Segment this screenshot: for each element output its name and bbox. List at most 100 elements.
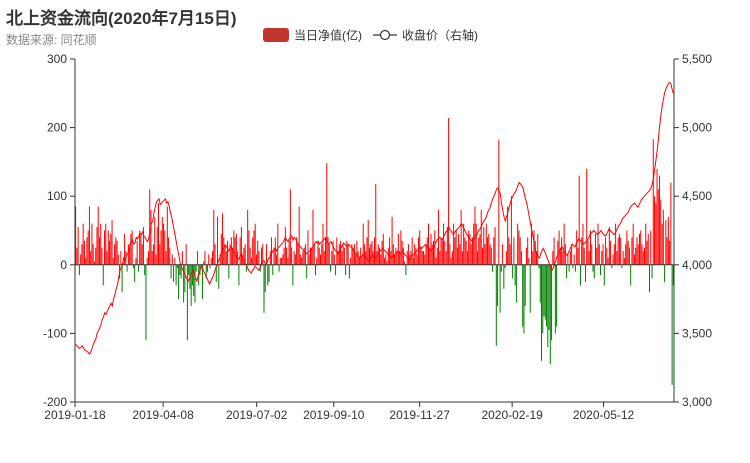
bar[interactable]	[253, 230, 255, 265]
bar[interactable]	[602, 244, 604, 265]
bar[interactable]	[645, 223, 647, 265]
bar[interactable]	[542, 264, 544, 334]
bar[interactable]	[224, 244, 226, 265]
bar[interactable]	[346, 240, 348, 265]
bar[interactable]	[316, 257, 318, 265]
bar[interactable]	[613, 244, 615, 265]
bar[interactable]	[544, 264, 546, 320]
bar[interactable]	[453, 223, 455, 265]
bar[interactable]	[232, 247, 234, 265]
bar[interactable]	[512, 264, 514, 279]
bar[interactable]	[314, 264, 316, 276]
bar[interactable]	[155, 254, 157, 265]
bar[interactable]	[482, 247, 483, 265]
bar[interactable]	[549, 264, 551, 365]
bar[interactable]	[147, 251, 149, 265]
bar[interactable]	[667, 216, 669, 265]
bar[interactable]	[335, 264, 337, 276]
bar[interactable]	[464, 237, 466, 265]
bar[interactable]	[589, 230, 591, 265]
bar[interactable]	[291, 247, 293, 265]
bar[interactable]	[470, 244, 472, 265]
bar[interactable]	[522, 264, 524, 327]
bar[interactable]	[374, 237, 375, 265]
bar[interactable]	[543, 264, 545, 317]
bar[interactable]	[343, 247, 345, 265]
bar[interactable]	[81, 244, 83, 265]
bar[interactable]	[357, 251, 359, 265]
bar[interactable]	[621, 264, 623, 269]
bar[interactable]	[539, 264, 541, 303]
bar[interactable]	[518, 230, 520, 265]
bar[interactable]	[340, 240, 342, 265]
bar[interactable]	[488, 233, 490, 265]
bar[interactable]	[441, 240, 443, 265]
bar[interactable]	[210, 257, 212, 265]
bar[interactable]	[130, 233, 132, 265]
bar[interactable]	[165, 251, 167, 265]
bar[interactable]	[158, 203, 160, 265]
bar[interactable]	[380, 254, 382, 265]
bar[interactable]	[149, 189, 151, 265]
bar[interactable]	[608, 227, 610, 265]
bar[interactable]	[440, 237, 442, 265]
bar[interactable]	[273, 247, 275, 265]
bar[interactable]	[238, 264, 240, 286]
bar[interactable]	[156, 227, 158, 265]
bar[interactable]	[294, 254, 296, 265]
bar[interactable]	[355, 254, 357, 265]
bar[interactable]	[80, 254, 82, 265]
bar[interactable]	[625, 244, 627, 265]
legend-bar-label[interactable]: 当日净值(亿)	[294, 28, 362, 43]
bar[interactable]	[297, 244, 299, 265]
bar[interactable]	[591, 244, 593, 265]
bar[interactable]	[428, 223, 429, 265]
bar[interactable]	[573, 254, 575, 265]
bar[interactable]	[296, 237, 298, 265]
bar[interactable]	[576, 230, 578, 265]
bar[interactable]	[630, 264, 632, 286]
bar[interactable]	[672, 264, 674, 286]
bar[interactable]	[649, 264, 651, 293]
bar[interactable]	[610, 240, 612, 265]
bar[interactable]	[390, 251, 392, 265]
bar[interactable]	[168, 237, 170, 265]
bar[interactable]	[623, 257, 625, 265]
bar[interactable]	[266, 244, 267, 265]
bar[interactable]	[141, 244, 143, 265]
bar[interactable]	[301, 257, 303, 265]
bar[interactable]	[277, 223, 279, 265]
bar[interactable]	[420, 247, 422, 265]
bar[interactable]	[600, 264, 602, 276]
bar[interactable]	[213, 209, 215, 265]
bar[interactable]	[430, 233, 432, 265]
bar[interactable]	[572, 264, 574, 269]
bar[interactable]	[553, 237, 555, 265]
bar[interactable]	[115, 237, 117, 265]
bar[interactable]	[568, 264, 570, 272]
bar[interactable]	[151, 251, 153, 265]
bar[interactable]	[424, 254, 426, 265]
bar[interactable]	[484, 244, 486, 265]
bar[interactable]	[307, 230, 309, 265]
bar[interactable]	[233, 230, 235, 265]
bar[interactable]	[651, 264, 653, 279]
bar[interactable]	[524, 264, 526, 306]
bar[interactable]	[461, 251, 463, 265]
bar[interactable]	[479, 233, 481, 265]
bar[interactable]	[318, 247, 320, 265]
bar[interactable]	[438, 209, 440, 265]
bar[interactable]	[247, 209, 249, 265]
bar[interactable]	[406, 251, 408, 265]
bar[interactable]	[669, 240, 671, 265]
bar[interactable]	[366, 237, 368, 265]
bar[interactable]	[443, 223, 445, 265]
bar[interactable]	[483, 227, 485, 265]
bar[interactable]	[642, 251, 644, 265]
bar[interactable]	[175, 264, 177, 286]
bar[interactable]	[659, 175, 661, 265]
bar[interactable]	[554, 264, 556, 334]
bar[interactable]	[533, 230, 535, 265]
bar[interactable]	[379, 247, 381, 265]
bar[interactable]	[338, 244, 340, 265]
